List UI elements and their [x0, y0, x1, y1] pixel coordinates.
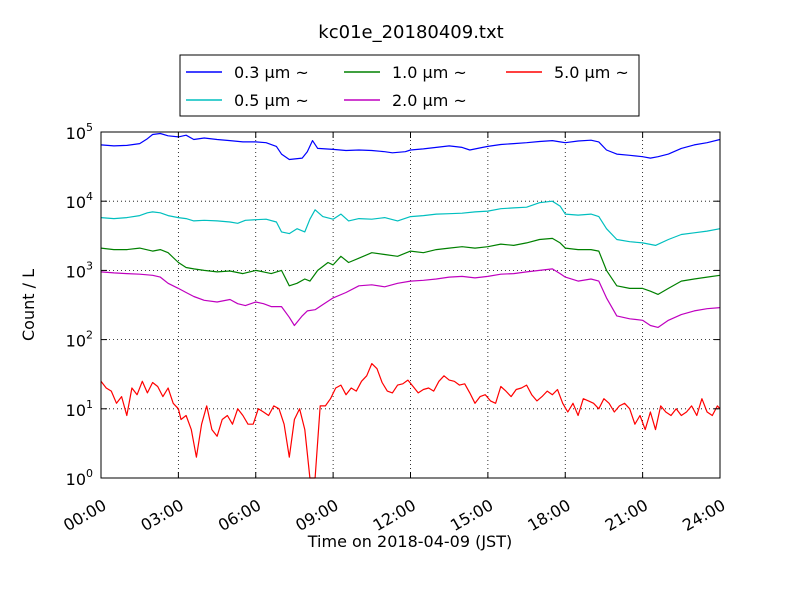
series-line-5: [100, 363, 721, 479]
y-tick-label: 102: [66, 329, 93, 351]
axes: 00:00 03:00 06:00 09:00 12:00 15:00 18:00 21:00…: [60, 121, 728, 535]
legend-label-4: 2.0 μm ~: [392, 91, 467, 110]
x-tick-label: 06:00: [215, 495, 264, 535]
legend-label-3: 1.0 μm ~: [392, 63, 467, 82]
series-layer: [100, 132, 721, 479]
legend-label-5: 5.0 μm ~: [554, 63, 629, 82]
x-tick-label: 09:00: [292, 495, 341, 535]
series-line-2: [100, 200, 721, 246]
x-tick-label: 03:00: [137, 495, 186, 535]
grid-lines: [101, 132, 720, 478]
y-tick-label: 100: [66, 467, 93, 489]
y-tick-label: 104: [66, 190, 93, 212]
chart-title: kc01e_20180409.txt: [318, 22, 503, 43]
x-tick-label: 15:00: [447, 495, 496, 535]
legend: 0.3 μm ~ 0.5 μm ~ 1.0 μm ~ 2.0 μm ~ 5.0 μm ~: [179, 54, 640, 117]
y-axis-label: Count / L: [19, 269, 38, 341]
series-line-3: [100, 237, 721, 295]
legend-label-1: 0.3 μm ~: [234, 63, 309, 82]
legend-label-2: 0.5 μm ~: [234, 91, 309, 110]
series-line-4: [100, 268, 721, 328]
x-tick-label: 21:00: [602, 495, 651, 535]
x-axis-label: Time on 2018-04-09 (JST): [307, 532, 512, 551]
series-line-1: [100, 132, 721, 161]
x-tick-label: 00:00: [60, 495, 109, 535]
y-tick-label: 105: [66, 121, 93, 143]
x-tick-label: 18:00: [524, 495, 573, 535]
x-tick-label: 12:00: [370, 495, 419, 535]
x-tick-label: 24:00: [679, 495, 728, 535]
y-tick-label: 101: [66, 398, 93, 420]
legend-frame: [179, 54, 640, 117]
y-tick-label: 103: [66, 259, 93, 281]
